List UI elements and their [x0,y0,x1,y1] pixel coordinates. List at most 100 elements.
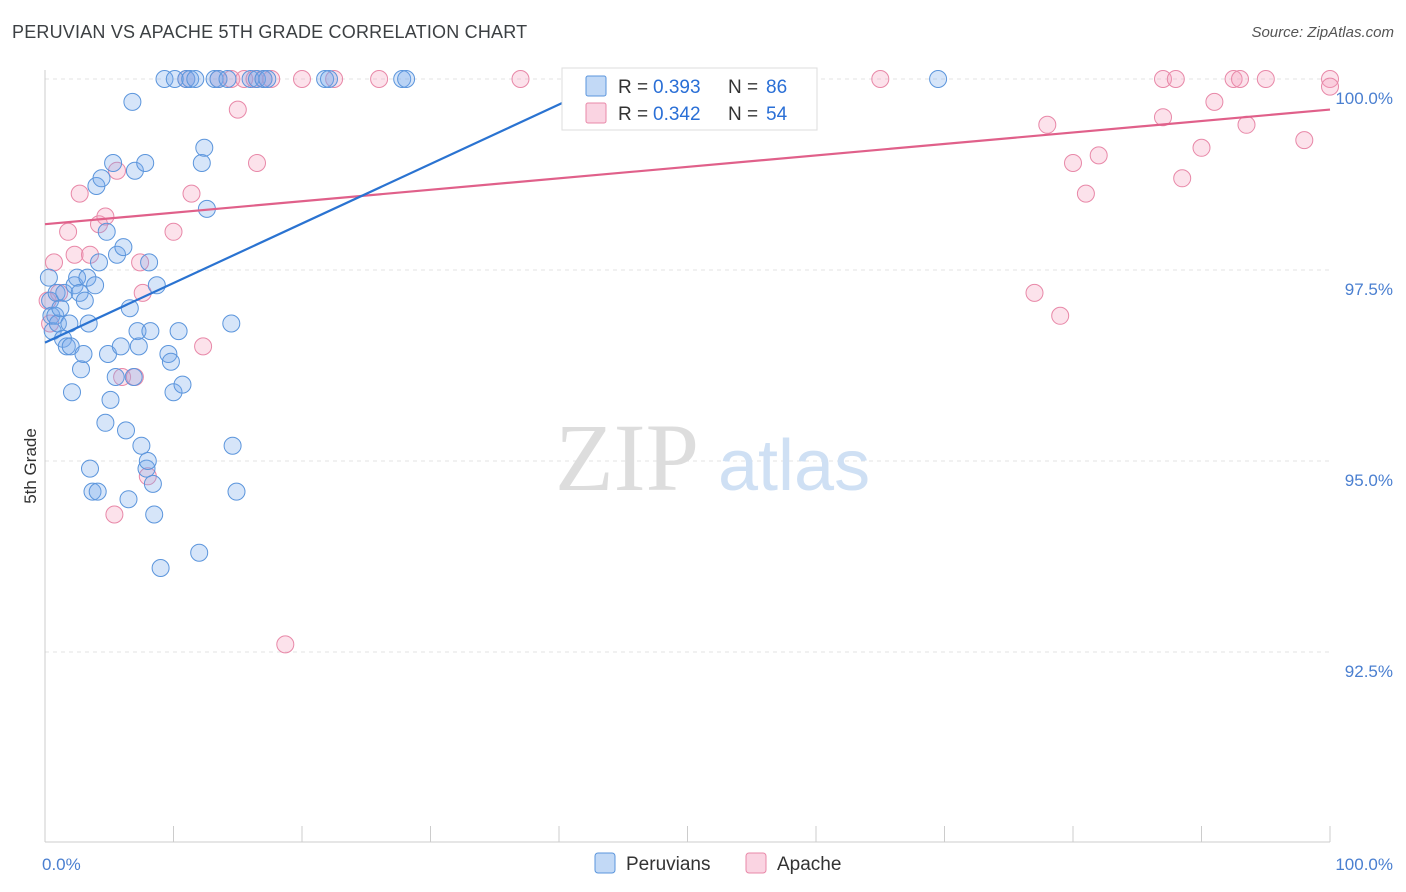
peruvians-point-9 [55,283,74,302]
legend-swatch-apache [585,102,607,124]
peruvians-point-43 [125,161,144,180]
y-tick-label-1: 97.5% [1345,280,1393,299]
peruvians-point-45 [129,337,148,356]
apache-point-17 [164,222,183,241]
apache-point-42 [1154,108,1172,127]
watermark: ZIP atlas [555,404,870,511]
apache-point-46 [1205,92,1224,111]
x-tick-label-0: 0.0% [42,855,81,874]
apache-point-28 [262,70,281,88]
peruvians-point-29 [96,413,115,432]
peruvians-point-77 [248,70,266,88]
peruvians-point-83 [397,70,416,88]
source-label: Source: ZipAtlas.com [1251,24,1394,41]
peruvians-point-30 [97,222,116,241]
apache-point-6 [70,184,89,203]
peruvians-point-68 [195,138,214,157]
peruvians-point-65 [186,70,205,88]
peruvians-point-59 [164,383,183,402]
peruvians-point-34 [106,368,125,386]
peruvians-point-0 [39,268,58,287]
peruvians-point-75 [227,482,246,501]
apache-point-43 [1166,70,1185,88]
peruvians-point-10 [57,337,76,356]
peruvians-point-81 [320,70,338,88]
peruvians-point-32 [101,390,120,409]
peruvians-point-50 [140,253,159,272]
peruvians-point-78 [254,70,273,88]
apache-point-2 [45,253,63,272]
legend-r-value-peruvians: 0.393 [653,77,701,98]
legend-peruvians-label: Peruvians [626,854,711,875]
apache-point-37 [1051,306,1070,325]
legend-apache-label: Apache [777,854,841,875]
peruvians-point-18 [74,345,93,363]
peruvians-point-52 [143,474,162,493]
stats-legend: R = 0.393 N = 86 R = 0.342 N = 54 [561,67,818,131]
legend-r-value-apache: 0.342 [653,104,701,125]
apache-point-38 [1064,154,1082,172]
peruvians-point-74 [223,436,242,455]
peruvians-point-53 [145,505,164,524]
apache-point-50 [1256,70,1275,88]
series-legend: Peruvians Apache [594,852,841,875]
y-tick-labels: 100.0% 97.5% 95.0% 92.5% [1335,89,1393,681]
peruvians-point-42 [124,368,143,386]
apache-point-9 [96,207,115,226]
apache-point-7 [81,245,99,264]
x-tick-labels: 0.0% 100.0% [42,855,1393,874]
apache-point-4 [59,222,78,241]
y-tick-label-2: 95.0% [1345,471,1393,490]
peruvians-point-48 [137,459,156,478]
peruvians-point-61 [169,322,188,341]
legend-n-value-apache: 54 [766,104,788,125]
y-axis-label: 5th Grade [21,428,40,504]
apache-point-52 [1321,70,1339,88]
peruvians-point-41 [123,92,142,111]
apache-point-33 [511,70,530,88]
peruvians-point-13 [63,383,81,402]
grid-lines [45,78,1330,653]
legend-n-label-peruvians: N = [728,77,758,98]
chart-title: PERUVIAN VS APACHE 5TH GRADE CORRELATION… [12,22,528,42]
peruvians-point-58 [161,352,180,371]
peruvians-point-39 [119,490,138,509]
x-tick-label-1: 100.0% [1335,855,1393,874]
apache-point-41 [1154,70,1172,88]
apache-point-53 [1321,77,1339,96]
peruvians-point-79 [258,70,277,88]
peruvians-point-70 [205,70,224,88]
apache-trendline [44,108,1331,226]
peruvians-point-67 [192,154,211,172]
peruvians-point-51 [141,322,160,341]
peruvians-point-33 [104,154,123,172]
peruvians-point-17 [72,360,90,379]
peruvians-point-82 [393,70,412,88]
apache-point-34 [871,70,890,88]
peruvians-point-85 [929,70,948,88]
peruvians-point-73 [222,314,241,333]
peruvians-point-80 [316,70,335,88]
peruvians-point-15 [68,268,87,287]
apache-point-39 [1076,184,1095,203]
peruvians-point-27 [90,253,108,272]
legend-r-label-peruvians: R = [618,77,648,98]
axes [44,70,1331,843]
apache-points [38,70,1339,654]
peruvians-point-26 [88,482,107,501]
peruvians-point-5 [47,283,66,302]
legend-r-label-apache: R = [618,104,648,125]
peruvians-point-56 [155,70,174,88]
peruvians-trendline [44,85,599,344]
apache-point-10 [105,505,124,524]
peruvians-point-22 [81,459,99,478]
watermark-atlas: atlas [718,426,870,506]
apache-point-45 [1192,138,1211,157]
y-tick-label-0: 100.0% [1335,89,1393,108]
peruvians-point-49 [138,452,157,470]
peruvians-point-2 [42,306,61,325]
legend-peruvians-swatch [594,852,616,874]
apache-point-5 [65,245,84,264]
peruvians-point-55 [151,559,170,577]
apache-point-40 [1089,146,1108,165]
